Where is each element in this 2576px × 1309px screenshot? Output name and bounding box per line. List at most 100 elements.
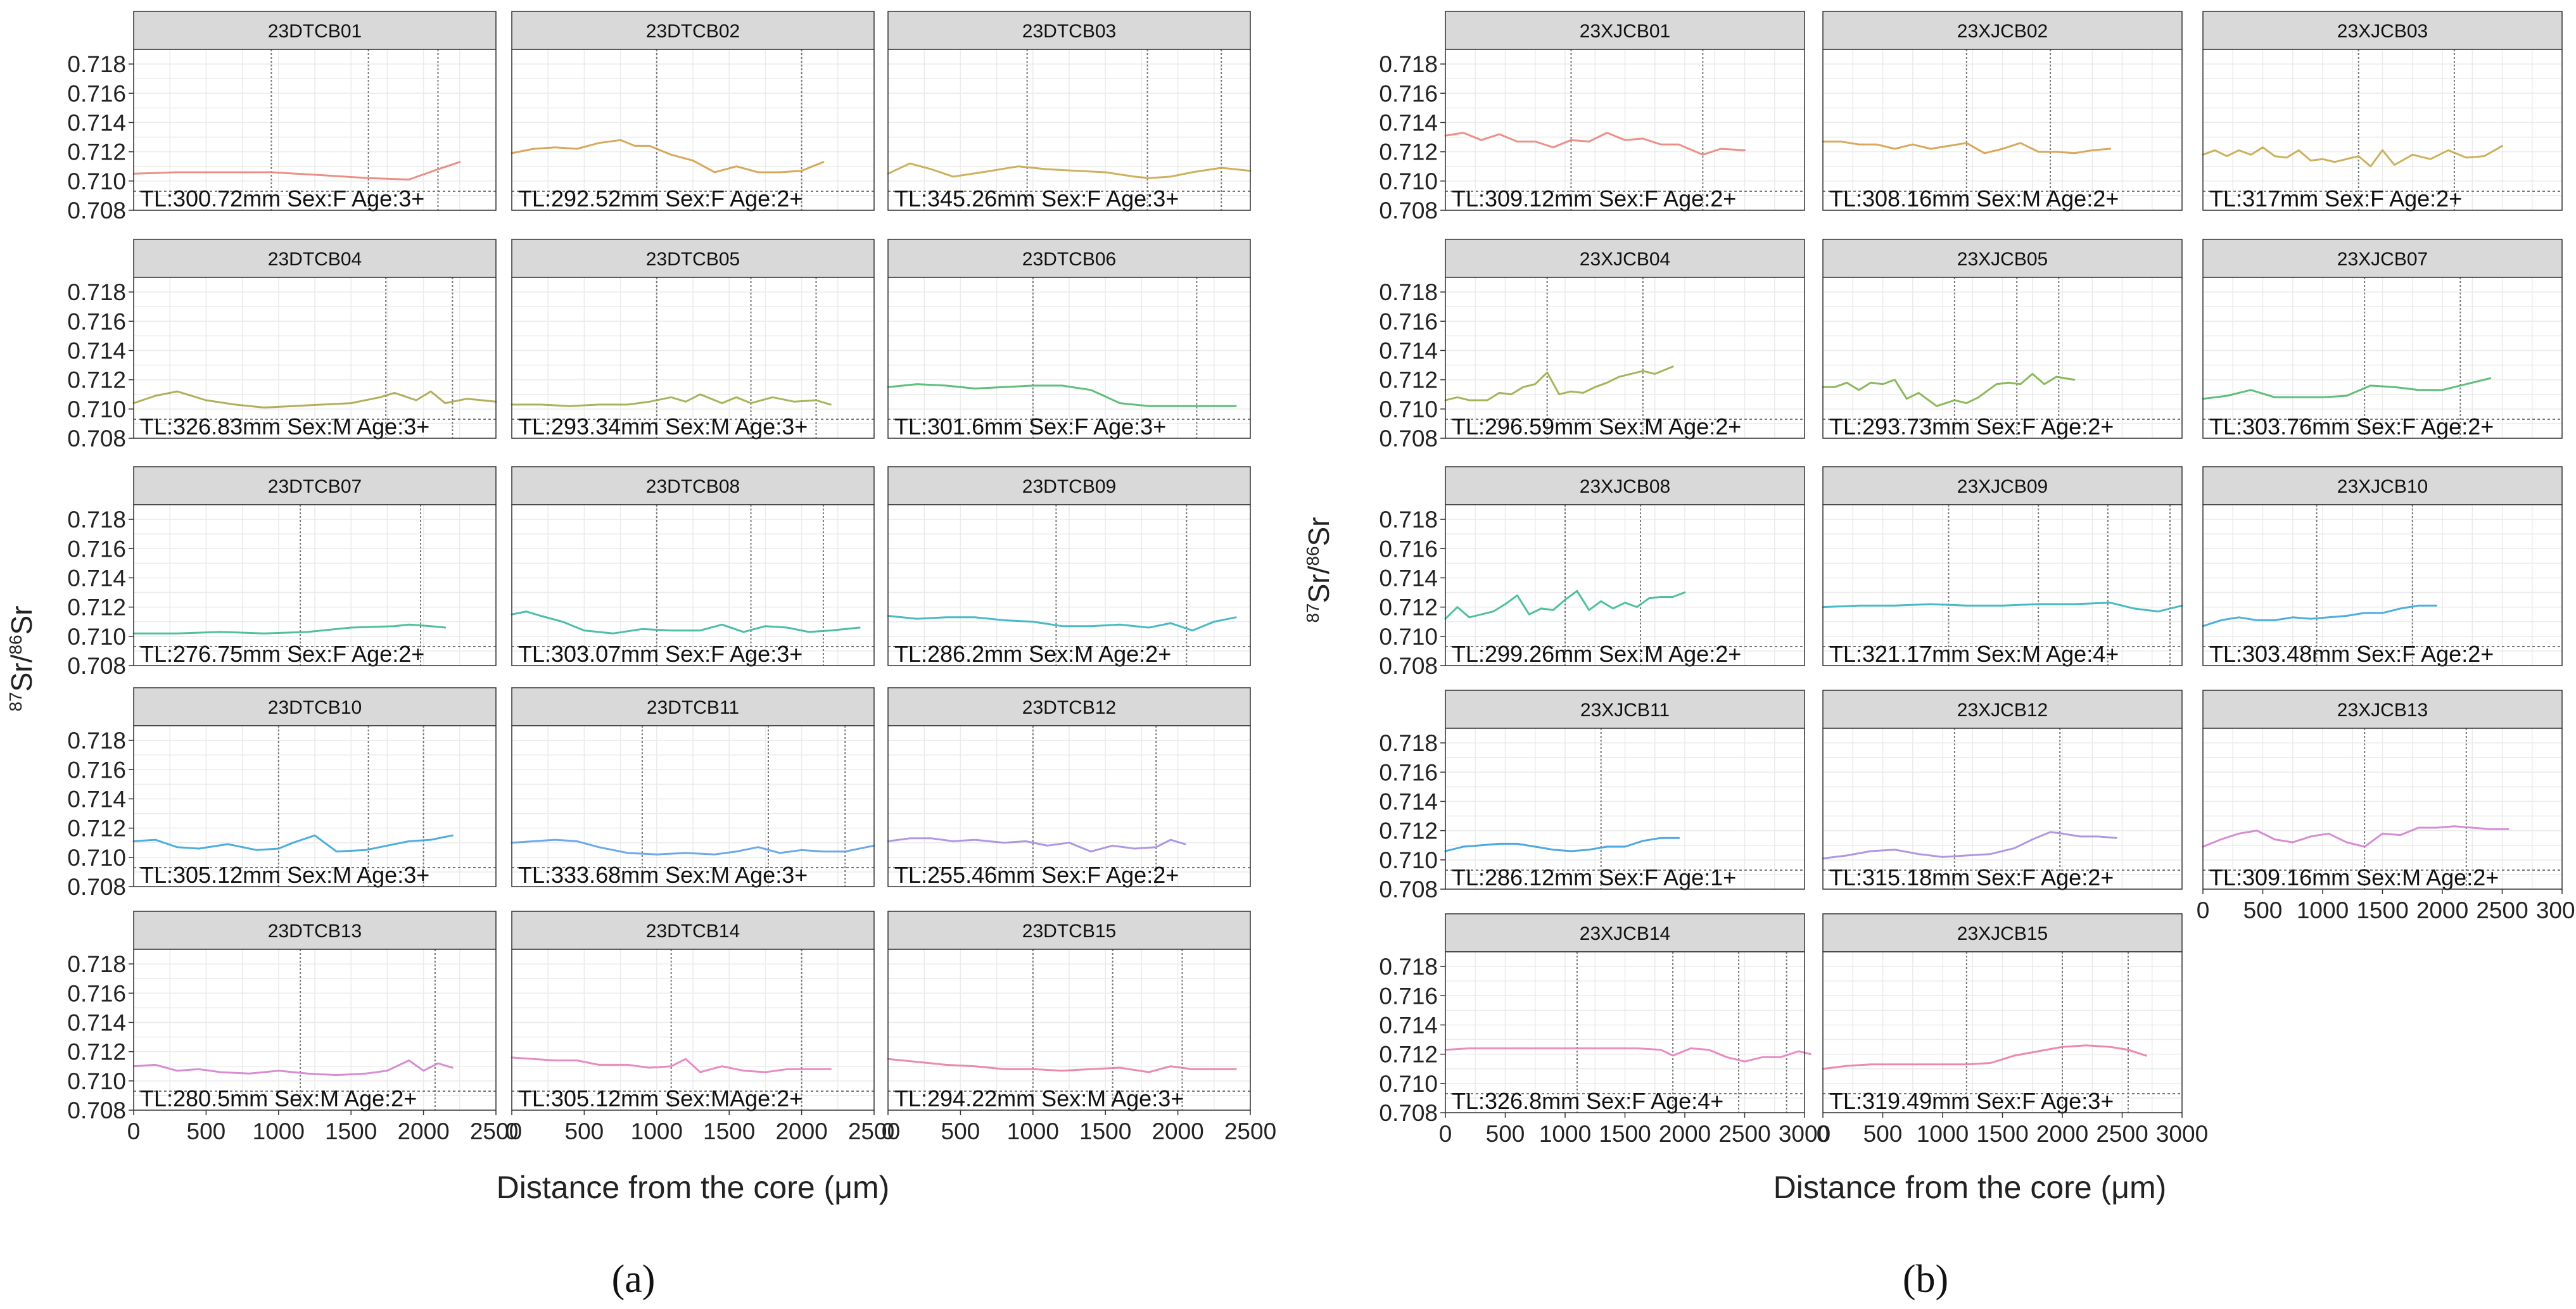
y-tick-label: 0.712 <box>67 816 126 842</box>
panel-23XJCB11: 23XJCB11 TL:286.12mm Sex:F Age:1+ 0.708 0.7… <box>1379 690 1805 902</box>
x-tick-label: 3000 <box>1779 1121 1830 1147</box>
panel-annotation: TL:326.8mm Sex:F Age:4+ <box>1452 1088 1723 1114</box>
panel-23DTCB12: 23DTCB12 TL:255.46mm Sex:F Age:2+ <box>887 687 1251 888</box>
panel-strip <box>133 687 497 726</box>
y-tick-label: 0.718 <box>67 507 126 533</box>
panel-strip <box>133 466 497 505</box>
series-line <box>1822 372 2076 407</box>
panel-23XJCB09: 23XJCB09 TL:321.17mm Sex:M Age:4+ <box>1822 466 2183 667</box>
x-tick-label: 500 <box>1486 1121 1525 1147</box>
y-tick-label: 0.718 <box>1379 730 1438 756</box>
panel-strip <box>133 911 497 950</box>
panel-title: 23XJCB09 <box>1957 476 2048 497</box>
panel-annotation: TL:303.07mm Sex:F Age:3+ <box>518 641 803 667</box>
panel-23DTCB02: 23DTCB02 TL:292.52mm Sex:F Age:2+ <box>511 11 875 212</box>
x-tick-label: 2000 <box>2416 897 2468 923</box>
y-tick-label: 0.708 <box>67 426 126 452</box>
panel-frame <box>1822 277 2183 439</box>
panel-23XJCB14: 23XJCB14 TL:326.8mm Sex:F Age:4+ 0.708 0.71… <box>1379 913 1811 1126</box>
y-tick-label: 0.708 <box>67 874 126 900</box>
panel-annotation: TL:303.48mm Sex:F Age:2+ <box>2209 641 2494 667</box>
panel-23DTCB08: 23DTCB08 TL:303.07mm Sex:F Age:3+ <box>511 466 875 667</box>
x-tick-label: 2000 <box>397 1118 449 1144</box>
y-tick-label: 0.716 <box>1379 759 1438 785</box>
panel-strip <box>1822 11 2183 50</box>
panel-strip <box>887 11 1251 50</box>
x-tick-label: 500 <box>565 1118 604 1144</box>
x-tick-label: 2500 <box>848 1118 900 1144</box>
panel-strip <box>1445 913 1805 952</box>
panel-annotation: TL:317mm Sex:F Age:2+ <box>2209 186 2462 212</box>
panel-frame <box>511 949 875 1111</box>
x-tick-label: 2500 <box>1224 1118 1276 1144</box>
panel-title: 23XJCB05 <box>1957 249 2048 270</box>
panel-annotation: TL:333.68mm Sex:M Age:3+ <box>518 862 808 888</box>
panel-frame <box>887 504 1251 666</box>
x-tick-label: 2500 <box>470 1118 522 1144</box>
panel-23XJCB10: 23XJCB10 TL:303.48mm Sex:F Age:2+ <box>2202 466 2563 667</box>
panel-23DTCB09: 23DTCB09 TL:286.2mm Sex:M Age:2+ <box>887 466 1251 667</box>
panel-title: 23DTCB10 <box>268 697 362 718</box>
x-tick-label: 0 <box>505 1118 519 1144</box>
series-line <box>132 623 447 635</box>
panel-23XJCB01: 23XJCB01 TL:309.12mm Sex:F Age:2+ 0.708 0.7… <box>1379 11 1805 224</box>
y-tick-label: 0.716 <box>67 980 126 1006</box>
series-line <box>132 834 454 853</box>
panel-annotation: TL:255.46mm Sex:F Age:2+ <box>894 862 1179 888</box>
panel-frame <box>511 49 875 211</box>
panel-23DTCB04: 23DTCB04 TL:326.83mm Sex:M Age:3+ 0.708 0.7… <box>67 239 497 452</box>
series-line <box>132 1059 454 1077</box>
panel-frame <box>133 277 497 439</box>
panel-frame <box>2202 277 2563 439</box>
panel-strip <box>1445 466 1805 505</box>
x-tick-label: 2500 <box>2476 897 2528 923</box>
panel-frame <box>887 725 1251 887</box>
series-line <box>2202 604 2438 628</box>
panel-23DTCB05: 23DTCB05 TL:293.34mm Sex:M Age:3+ <box>511 239 875 439</box>
series-line <box>887 837 1186 853</box>
x-tick-label: 0 <box>2197 897 2210 923</box>
series-line <box>2202 825 2509 848</box>
panel-23DTCB07: 23DTCB07 TL:276.75mm Sex:F Age:2+ 0.708 0.7… <box>67 466 497 679</box>
panel-23XJCB05: 23XJCB05 TL:293.73mm Sex:F Age:2+ <box>1822 239 2183 439</box>
panel-23XJCB15: 23XJCB15 TL:319.49mm Sex:F Age:3+ <box>1822 913 2183 1114</box>
y-tick-label: 0.712 <box>67 367 126 393</box>
y-tick-label: 0.712 <box>67 139 126 165</box>
panel-title: 23DTCB07 <box>268 476 362 497</box>
series-line <box>1444 837 1680 852</box>
series-line <box>511 610 861 635</box>
panel-annotation: TL:296.59mm Sex:M Age:2+ <box>1452 414 1741 439</box>
panel-annotation: TL:345.26mm Sex:F Age:3+ <box>894 186 1179 212</box>
y-tick-label: 0.718 <box>67 951 126 977</box>
x-axis-col-2: 0 500 1000 1500 2000 2500 3000 <box>2197 889 2576 923</box>
x-tick-label: 1500 <box>1976 1121 2028 1147</box>
panel-title: 23DTCB08 <box>646 476 740 497</box>
panel-strip <box>1445 239 1805 278</box>
x-tick-label: 500 <box>187 1118 226 1144</box>
y-tick-label: 0.710 <box>1379 168 1438 194</box>
panel-frame <box>1445 728 1805 890</box>
y-tick-label: 0.714 <box>1379 565 1438 591</box>
x-tick-label: 2500 <box>2096 1121 2148 1147</box>
x-tick-label: 1500 <box>1079 1118 1131 1144</box>
panel-title: 23DTCB06 <box>1022 249 1116 270</box>
panel-frame <box>887 949 1251 1111</box>
x-tick-label: 500 <box>1863 1121 1903 1147</box>
y-tick-label: 0.714 <box>67 786 126 812</box>
x-tick-label: 1500 <box>2356 897 2408 923</box>
x-tick-label: 1000 <box>2297 897 2349 923</box>
y-tick-label: 0.716 <box>1379 80 1438 106</box>
panel-annotation: TL:315.18mm Sex:F Age:2+ <box>1829 864 2114 890</box>
y-tick-label: 0.714 <box>1379 110 1438 136</box>
panel-title: 23DTCB03 <box>1022 21 1116 42</box>
y-tick-label: 0.716 <box>67 757 126 783</box>
panel-title: 23XJCB01 <box>1580 21 1670 42</box>
panel-annotation: TL:292.52mm Sex:F Age:2+ <box>518 186 803 212</box>
panel-23DTCB10: 23DTCB10 TL:305.12mm Sex:M Age:3+ 0.708 0.7… <box>67 687 497 900</box>
panel-annotation: TL:300.72mm Sex:F Age:3+ <box>140 186 424 212</box>
y-tick-label: 0.712 <box>1379 1042 1438 1068</box>
panel-annotation: TL:301.6mm Sex:F Age:3+ <box>894 414 1166 439</box>
y-tick-label: 0.716 <box>1379 983 1438 1009</box>
panel-frame <box>133 49 497 211</box>
